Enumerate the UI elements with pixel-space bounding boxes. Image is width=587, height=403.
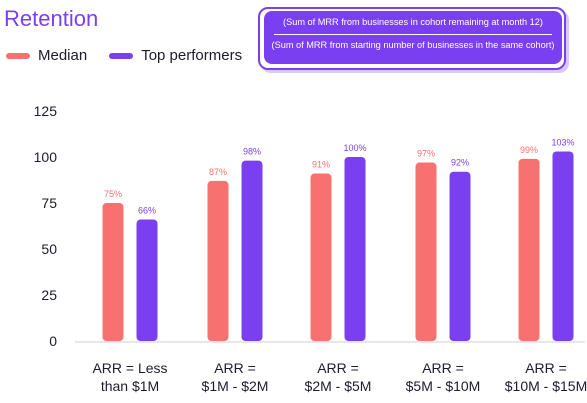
- formula-divider: [274, 34, 552, 35]
- legend-label-top-performers: Top performers: [141, 47, 243, 64]
- legend-swatch-median: [6, 52, 30, 59]
- bar-median: [415, 162, 437, 341]
- data-label: 100%: [343, 143, 366, 153]
- data-label: 98%: [243, 147, 261, 157]
- formula-denominator: (Sum of MRR from starting number of busi…: [271, 40, 555, 50]
- legend: Median Top performers: [6, 47, 264, 64]
- bar-median: [518, 158, 540, 341]
- y-tick-label: 0: [49, 333, 57, 349]
- y-tick-label: 75: [41, 195, 57, 211]
- bar-top-performers: [344, 157, 366, 341]
- data-label: 75%: [104, 189, 122, 199]
- x-category-label: $5M - $10M: [406, 378, 481, 394]
- x-category-label: ARR =: [422, 360, 464, 376]
- bar-top-performers: [136, 219, 158, 341]
- x-category-label: ARR = Less: [92, 360, 167, 376]
- formula-box-outline: [258, 7, 566, 70]
- y-tick-label: 100: [34, 149, 58, 165]
- legend-item-top-performers: Top performers: [109, 47, 242, 64]
- y-tick-label: 125: [34, 103, 58, 119]
- data-label: 92%: [451, 158, 469, 168]
- y-tick-label: 50: [41, 241, 57, 257]
- x-category-label: $2M - $5M: [305, 378, 372, 394]
- data-label: 87%: [209, 167, 227, 177]
- bar-top-performers: [241, 160, 263, 341]
- x-category-label: ARR =: [525, 360, 567, 376]
- chart-title: Retention: [4, 6, 99, 31]
- legend-item-median: Median: [6, 47, 87, 64]
- x-category-label: than $1M: [101, 378, 159, 394]
- data-label: 103%: [551, 137, 574, 147]
- bar-median: [102, 203, 124, 341]
- x-category-label: $10M - $15M: [505, 378, 587, 394]
- formula-box: (Sum of MRR from businesses in cohort re…: [264, 11, 562, 64]
- x-category-label: ARR =: [317, 360, 359, 376]
- bar-top-performers: [449, 171, 471, 341]
- x-category-label: $1M - $2M: [202, 378, 269, 394]
- data-label: 91%: [312, 160, 330, 170]
- data-label: 97%: [417, 149, 435, 159]
- formula-numerator: (Sum of MRR from businesses in cohort re…: [283, 17, 543, 27]
- bar-top-performers: [552, 151, 574, 341]
- bar-median: [310, 173, 332, 341]
- data-label: 66%: [138, 206, 156, 216]
- x-category-label: ARR =: [214, 360, 256, 376]
- data-label: 99%: [520, 145, 538, 155]
- legend-swatch-top-performers: [109, 52, 134, 59]
- y-tick-label: 25: [41, 287, 57, 303]
- bar-median: [207, 180, 229, 341]
- legend-label-median: Median: [38, 47, 88, 64]
